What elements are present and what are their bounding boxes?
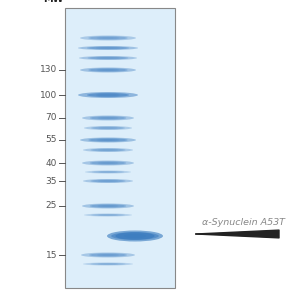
Ellipse shape — [88, 138, 128, 142]
Ellipse shape — [97, 254, 119, 256]
Ellipse shape — [124, 234, 146, 238]
Ellipse shape — [83, 263, 133, 266]
Ellipse shape — [87, 93, 129, 97]
Ellipse shape — [85, 170, 131, 173]
Ellipse shape — [80, 67, 136, 73]
Ellipse shape — [98, 117, 118, 119]
Ellipse shape — [91, 180, 125, 182]
Text: 55: 55 — [46, 136, 57, 144]
Ellipse shape — [84, 213, 132, 216]
Ellipse shape — [90, 116, 126, 120]
Ellipse shape — [88, 36, 128, 40]
Text: 130: 130 — [40, 65, 57, 75]
Ellipse shape — [98, 205, 118, 207]
Text: MW: MW — [43, 0, 63, 4]
Ellipse shape — [97, 69, 119, 71]
Ellipse shape — [91, 127, 125, 129]
Ellipse shape — [80, 36, 136, 41]
Ellipse shape — [84, 126, 132, 130]
Ellipse shape — [97, 37, 119, 39]
Ellipse shape — [116, 232, 154, 240]
Ellipse shape — [111, 232, 159, 240]
Ellipse shape — [83, 148, 133, 152]
Text: 25: 25 — [46, 202, 57, 210]
Ellipse shape — [81, 252, 135, 258]
Ellipse shape — [90, 204, 126, 208]
Ellipse shape — [99, 171, 117, 173]
Ellipse shape — [78, 92, 138, 98]
Ellipse shape — [82, 115, 134, 120]
Ellipse shape — [82, 160, 134, 165]
Ellipse shape — [90, 161, 126, 165]
Ellipse shape — [96, 57, 120, 59]
Ellipse shape — [89, 253, 127, 257]
Ellipse shape — [92, 171, 124, 173]
Ellipse shape — [79, 56, 137, 60]
Text: 70: 70 — [46, 113, 57, 123]
Ellipse shape — [88, 57, 128, 59]
Ellipse shape — [80, 138, 136, 142]
Text: 35: 35 — [46, 176, 57, 186]
Ellipse shape — [83, 179, 133, 183]
Ellipse shape — [98, 162, 118, 164]
Ellipse shape — [97, 139, 119, 141]
Text: 15: 15 — [46, 250, 57, 260]
Ellipse shape — [98, 149, 118, 151]
Ellipse shape — [107, 231, 163, 242]
Ellipse shape — [78, 46, 138, 50]
Ellipse shape — [91, 214, 125, 216]
Ellipse shape — [96, 47, 120, 49]
Ellipse shape — [98, 180, 118, 182]
Ellipse shape — [91, 149, 125, 151]
Ellipse shape — [82, 204, 134, 208]
Ellipse shape — [91, 263, 125, 265]
Bar — [65, 8, 175, 288]
Ellipse shape — [98, 214, 118, 215]
Text: α-Synuclein A53T: α-Synuclein A53T — [202, 218, 285, 227]
Ellipse shape — [96, 94, 120, 96]
Text: 40: 40 — [46, 158, 57, 168]
Ellipse shape — [88, 68, 128, 72]
Text: 100: 100 — [40, 91, 57, 99]
Ellipse shape — [98, 263, 118, 265]
Ellipse shape — [98, 127, 118, 129]
Ellipse shape — [87, 46, 129, 49]
